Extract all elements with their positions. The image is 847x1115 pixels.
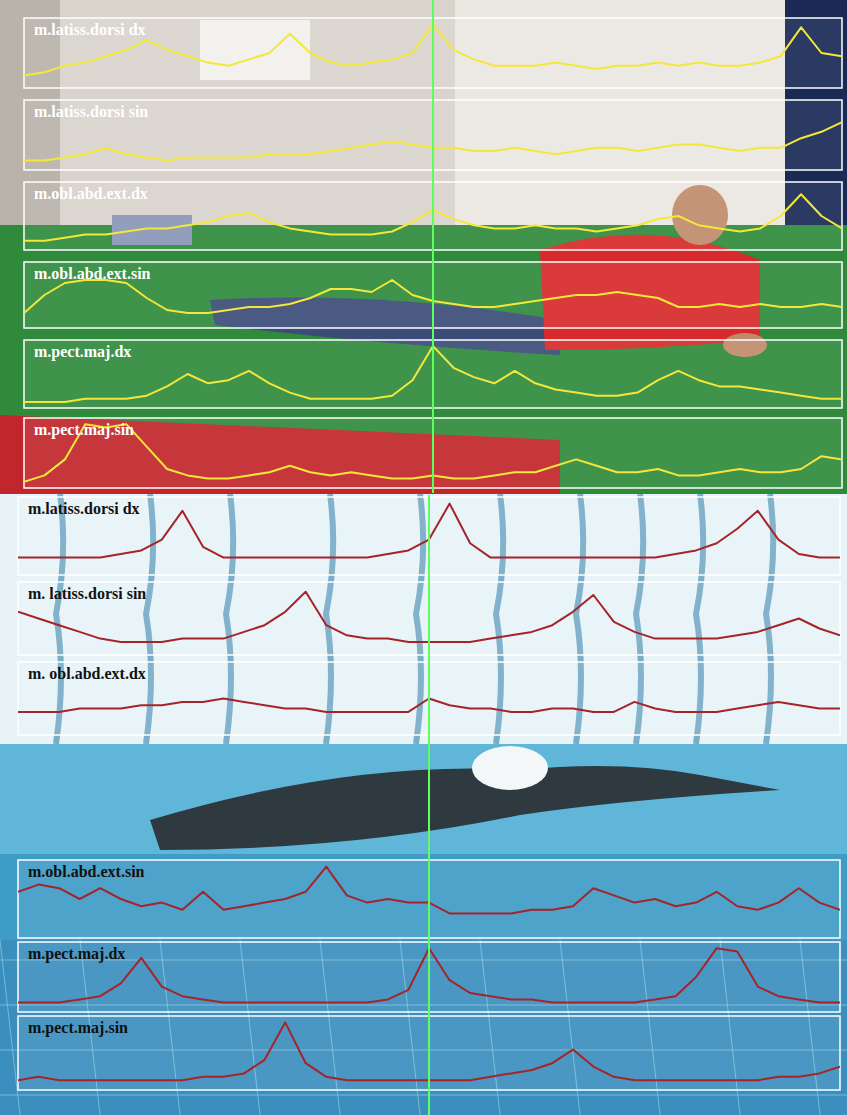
chart-0: m.latiss.dorsi dx m.latiss.dorsi sin m.obl… [24,0,842,493]
trace-label: m.pect.maj.sin [28,1019,128,1037]
trace-label: m. latiss.dorsi sin [28,585,146,602]
scene-pool [0,494,847,1115]
trace-label: m.latiss.dorsi sin [34,103,148,120]
wall [0,0,847,494]
time-cursor [428,495,430,1115]
water [0,494,847,1115]
trace-label: m.pect.maj.dx [28,945,125,963]
splash-head [472,746,548,790]
trace-label: m.latiss.dorsi dx [28,500,140,517]
tile-line [0,940,20,1115]
trace-label: m. obl.abd.ext.dx [28,665,146,682]
tile-line [0,1095,847,1096]
trace-label: m.pect.maj.sin [34,421,134,439]
floor-mat [0,225,847,494]
chart-1: m.latiss.dorsi dx m. latiss.dorsi sin m. o… [18,495,840,1115]
figure: m.latiss.dorsi dx m.latiss.dorsi sin m.obl… [0,0,847,1115]
trace-label: m.latiss.dorsi dx [34,21,146,38]
trace-label: m.obl.abd.ext.sin [28,863,145,880]
time-cursor [432,0,434,493]
water-band [0,744,847,854]
trace-label: m.obl.abd.ext.sin [34,265,151,282]
surface-splash [0,494,847,744]
trace-label: m.obl.abd.ext.dx [34,185,148,202]
pool-floor [0,940,847,1115]
scene-gym [0,0,847,494]
trace-label: m.pect.maj.dx [34,343,131,361]
swimmer [150,766,780,850]
